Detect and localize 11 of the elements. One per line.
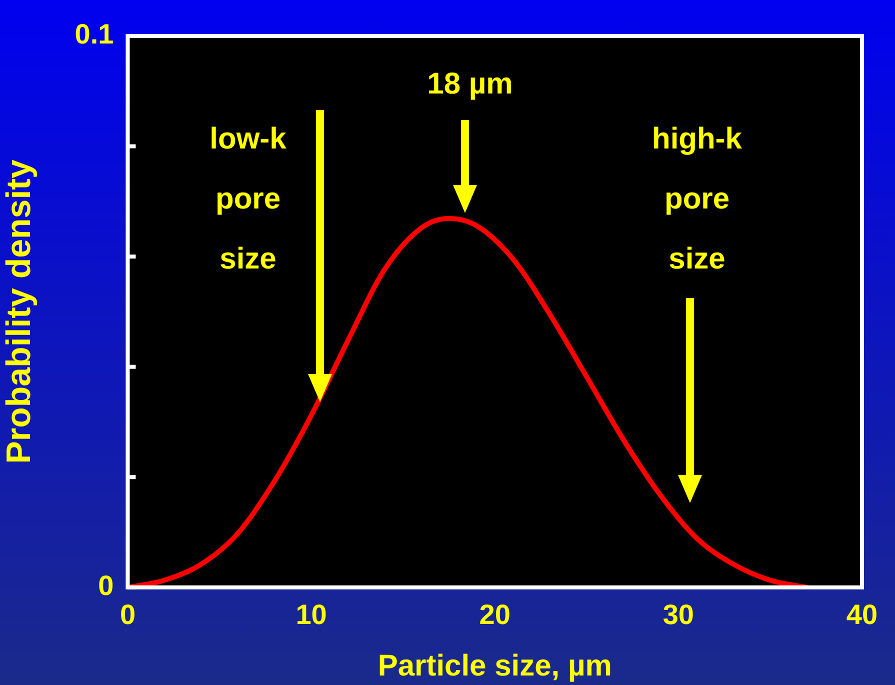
- x-tick-label: 40: [846, 598, 878, 630]
- x-tick-label: 10: [296, 598, 327, 630]
- x-tick-label: 0: [120, 598, 136, 630]
- y-tick-label: 0.1: [74, 18, 114, 50]
- annotation: 18 µm: [427, 67, 513, 100]
- y-axis-title: Probability density: [0, 160, 38, 464]
- x-axis-title: Particle size, µm: [378, 649, 612, 682]
- x-tick-label: 30: [662, 598, 694, 630]
- annotation: low-k pore size: [210, 122, 287, 276]
- x-tick-label: 20: [479, 598, 510, 630]
- annotation: high-k pore size: [652, 122, 742, 276]
